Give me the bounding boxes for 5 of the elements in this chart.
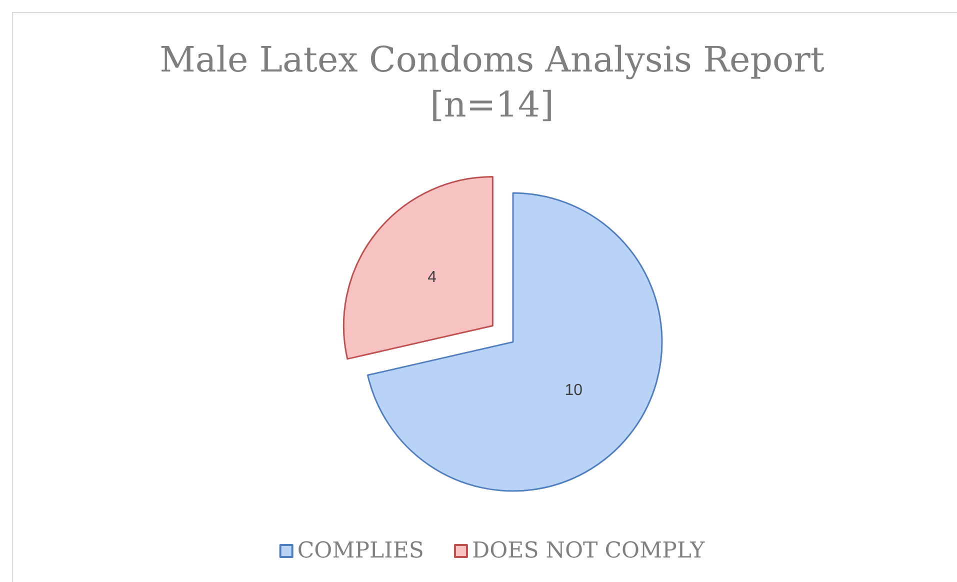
chart-title: Male Latex Condoms Analysis Report [n=14] [160, 40, 824, 126]
legend-label: DOES NOT COMPLY [472, 538, 706, 564]
data-label: 4 [428, 268, 437, 286]
data-label: 10 [564, 382, 583, 399]
legend-label: COMPLIES [297, 538, 424, 564]
